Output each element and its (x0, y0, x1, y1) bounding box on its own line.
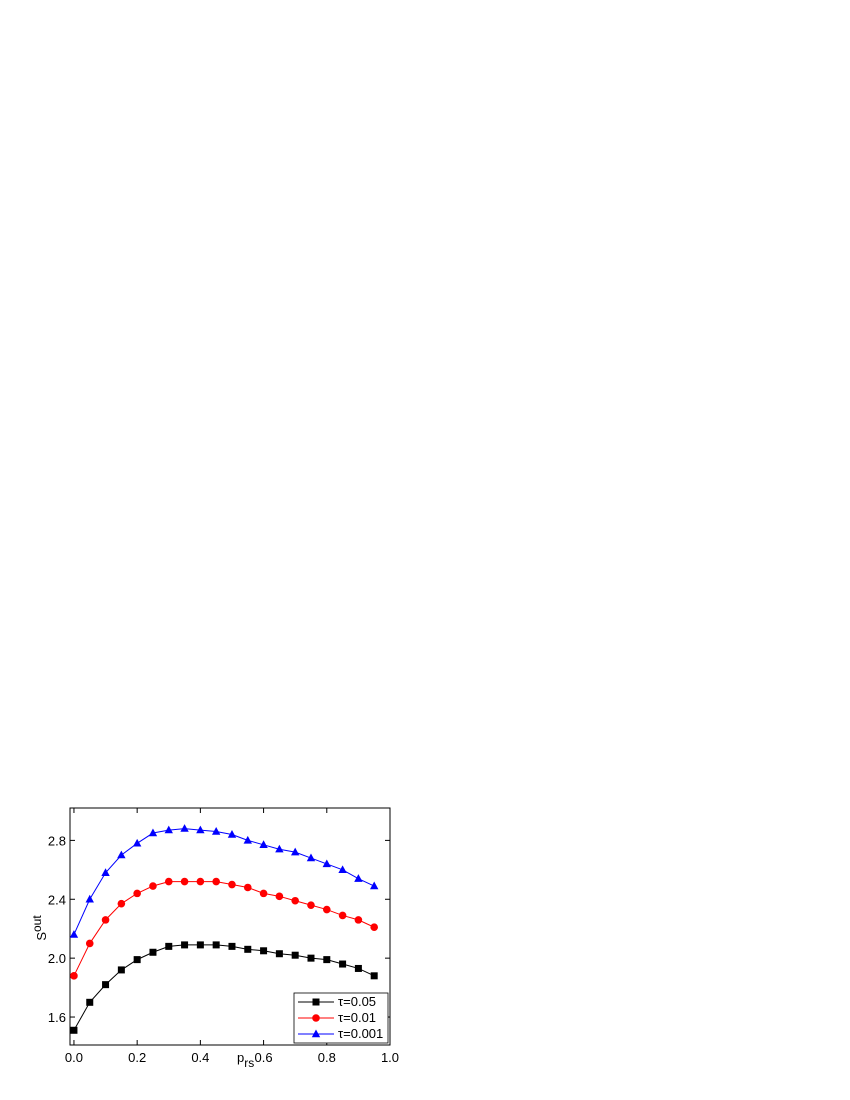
x-tick-label: 0.4 (191, 1050, 209, 1065)
marker (101, 868, 110, 876)
y-tick-label: 2.4 (48, 892, 66, 907)
marker (259, 889, 268, 898)
marker (307, 901, 315, 909)
y-tick-label: 2.0 (48, 951, 66, 966)
x-tick-label: 0.6 (255, 1050, 273, 1065)
marker (212, 941, 220, 949)
marker (307, 954, 315, 962)
y-label-main: S (34, 932, 49, 941)
marker (228, 942, 236, 950)
legend-label: τ=0.05 (338, 994, 376, 1009)
y-tick-label: 1.6 (48, 1010, 66, 1025)
marker (70, 1026, 78, 1034)
marker (165, 942, 173, 950)
marker (244, 945, 252, 953)
marker (243, 835, 252, 844)
y-axis-label: Sout (30, 915, 49, 941)
marker (85, 939, 94, 948)
plot-frame (69, 807, 391, 1046)
marker (86, 998, 94, 1006)
marker (227, 829, 237, 838)
marker (196, 877, 205, 886)
y-label-sub: out (30, 915, 44, 932)
marker (117, 966, 125, 974)
marker (311, 1029, 321, 1038)
marker (181, 941, 189, 949)
marker (148, 828, 158, 837)
marker (354, 964, 362, 972)
marker (306, 853, 316, 862)
marker (322, 905, 331, 914)
marker (69, 930, 79, 938)
marker (291, 896, 299, 905)
marker (312, 1014, 320, 1022)
marker (149, 948, 157, 956)
marker (369, 881, 379, 890)
marker (275, 844, 284, 853)
marker (196, 825, 205, 834)
marker (132, 838, 142, 847)
marker (212, 877, 220, 886)
legend-label: τ=0.01 (338, 1010, 376, 1025)
marker (101, 916, 110, 924)
marker (211, 827, 221, 835)
marker (338, 911, 347, 920)
marker (322, 859, 331, 868)
y-tick-label: 2.8 (48, 833, 66, 848)
series-line (73, 828, 375, 935)
x-label-main: p (237, 1050, 244, 1065)
marker (275, 950, 283, 958)
marker (180, 824, 189, 832)
x-axis-label: prs (237, 1050, 254, 1070)
x-tick-label: 0.8 (318, 1050, 336, 1065)
marker (339, 960, 347, 968)
marker (228, 880, 236, 889)
marker (164, 877, 173, 886)
marker (196, 941, 204, 949)
x-tick-label: 1.0 (381, 1050, 399, 1065)
marker (338, 865, 347, 874)
marker (85, 894, 94, 903)
marker (290, 847, 300, 856)
marker (370, 972, 378, 980)
marker (259, 840, 268, 849)
marker (70, 972, 78, 980)
marker (275, 892, 284, 901)
x-label-sub: rs (244, 1056, 254, 1070)
marker (133, 956, 141, 964)
marker (102, 981, 110, 989)
marker (260, 947, 268, 955)
marker (133, 889, 141, 898)
x-tick-label: 0.0 (65, 1050, 83, 1065)
marker (164, 825, 173, 834)
marker (117, 899, 126, 908)
marker (180, 877, 189, 886)
marker (243, 883, 252, 892)
marker (370, 923, 378, 932)
marker (354, 916, 363, 924)
marker (312, 998, 320, 1006)
marker (323, 956, 331, 964)
marker (291, 951, 299, 959)
marker (354, 874, 363, 882)
marker (117, 850, 126, 859)
x-tick-label: 0.2 (128, 1050, 146, 1065)
legend-label: τ=0.001 (338, 1026, 383, 1041)
marker (149, 882, 157, 890)
